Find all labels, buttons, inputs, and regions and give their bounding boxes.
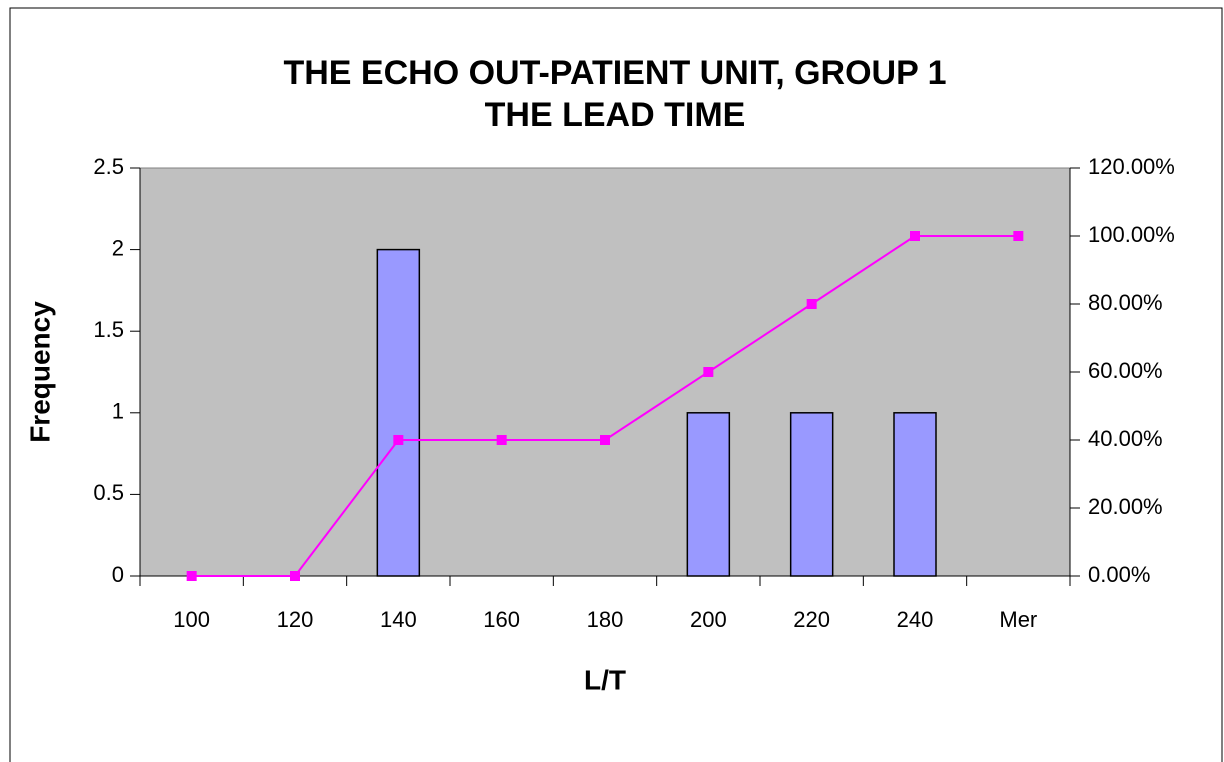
marker	[496, 435, 507, 445]
marker	[910, 231, 920, 241]
y2-tick-label: 0.00%	[1088, 562, 1150, 587]
marker	[1013, 231, 1024, 241]
bar	[789, 412, 834, 577]
bar	[893, 412, 937, 577]
chart-title: THE ECHO OUT-PATIENT UNIT, GROUP 1	[283, 54, 946, 92]
y-axis-label: Frequency	[24, 301, 55, 443]
y-tick-label: 2	[112, 235, 124, 260]
y2-tick-label: 120.00%	[1088, 154, 1175, 179]
chart-title: THE LEAD TIME	[485, 96, 746, 134]
x-tick-label: 200	[690, 607, 727, 632]
y-tick-label: 1.5	[93, 317, 124, 342]
y-tick-label: 0.5	[93, 480, 124, 505]
x-tick-label: Mer	[999, 607, 1037, 632]
marker	[186, 571, 197, 581]
y-tick-label: 1	[112, 399, 124, 424]
marker	[600, 435, 610, 445]
bar	[376, 248, 421, 577]
x-tick-label: 180	[587, 607, 624, 632]
marker	[393, 435, 404, 445]
y2-tick-label: 60.00%	[1088, 358, 1163, 383]
bar	[686, 412, 731, 577]
y-tick-label: 0	[112, 562, 124, 587]
x-tick-label: 160	[483, 607, 520, 632]
marker	[703, 367, 714, 377]
x-tick-label: 220	[793, 607, 830, 632]
y2-tick-label: 40.00%	[1088, 426, 1163, 451]
y-tick-label: 2.5	[93, 154, 124, 179]
y2-tick-label: 100.00%	[1088, 222, 1175, 247]
marker	[806, 299, 817, 309]
x-tick-label: 240	[897, 607, 934, 632]
marker	[290, 571, 300, 581]
y2-tick-label: 80.00%	[1088, 290, 1163, 315]
x-tick-label: 100	[173, 607, 210, 632]
y2-tick-label: 20.00%	[1088, 494, 1163, 519]
x-tick-label: 140	[380, 607, 417, 632]
chart-frame	[9, 7, 1223, 762]
x-tick-label: 120	[277, 607, 314, 632]
x-axis-label: L/T	[584, 664, 626, 695]
